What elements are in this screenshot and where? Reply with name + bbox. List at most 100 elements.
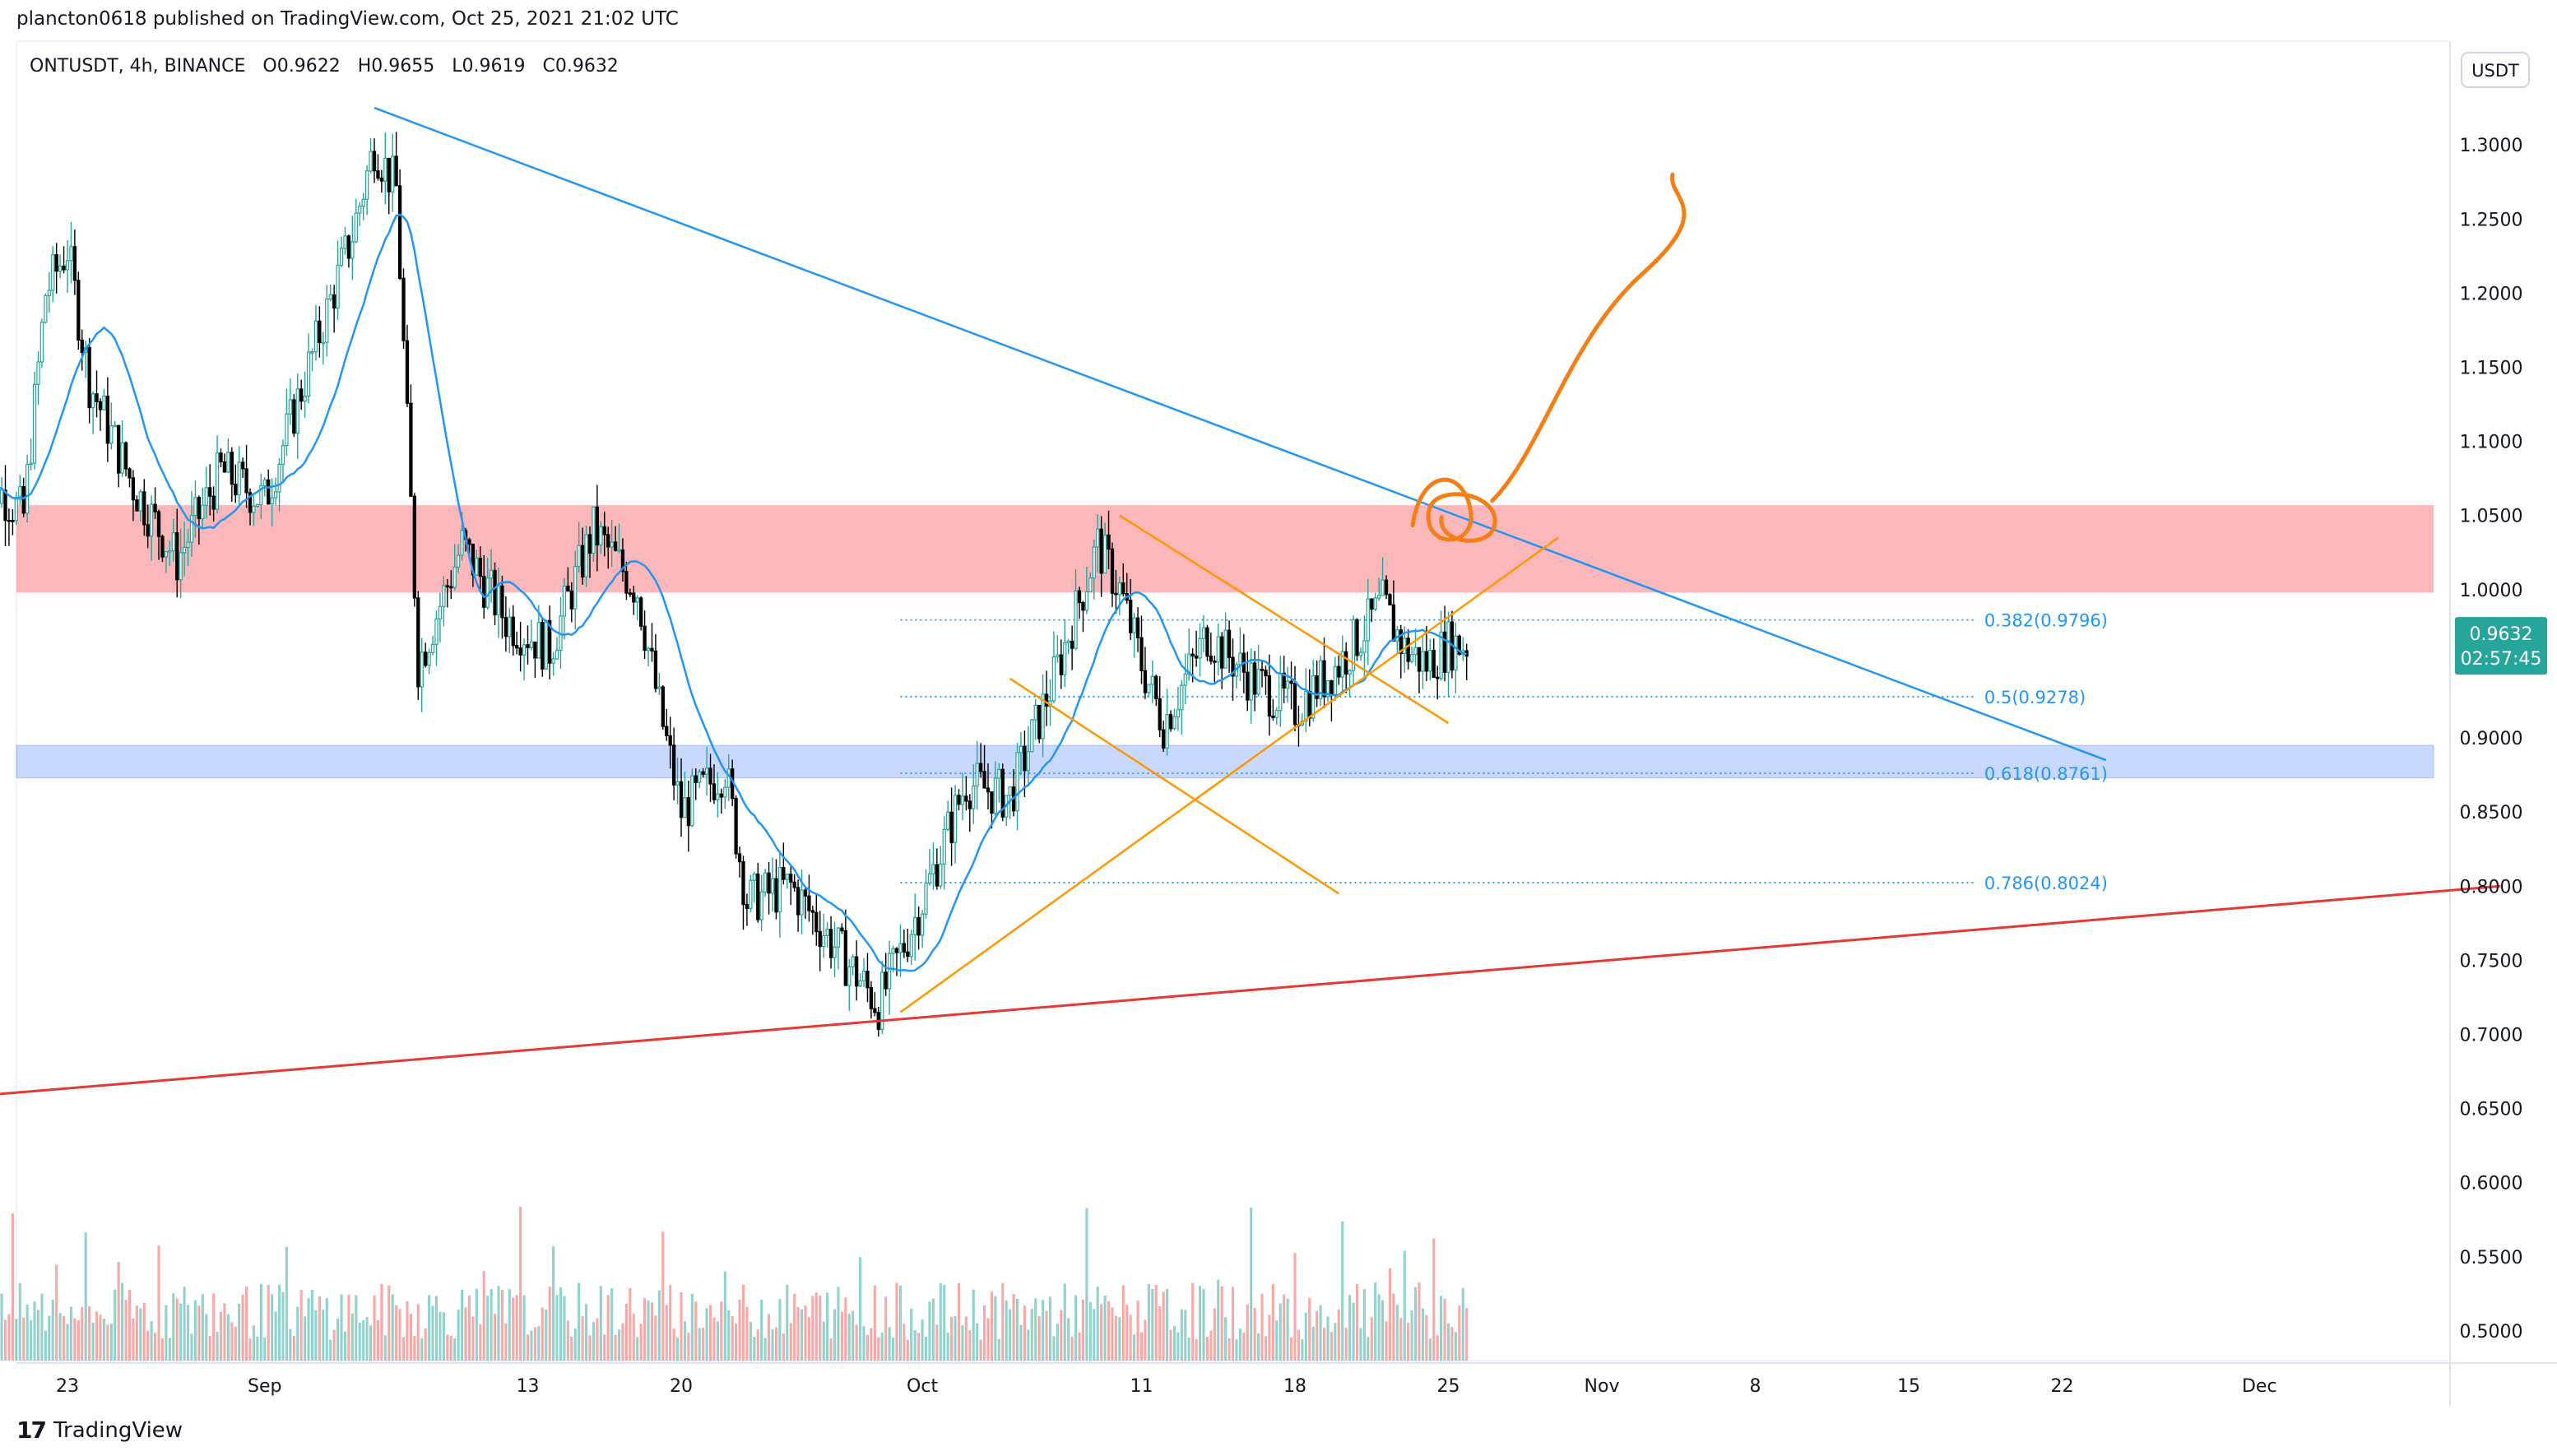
breakout-circle[interactable]: [1410, 477, 1497, 543]
volume-bar: [614, 1334, 617, 1361]
volume-bar: [365, 1317, 369, 1361]
candle-body: [456, 554, 461, 568]
candle-body: [580, 545, 585, 577]
candle-body: [836, 927, 841, 948]
volume-bar: [1264, 1336, 1268, 1361]
candle-body: [997, 768, 1001, 779]
volume-bar: [234, 1326, 237, 1361]
volume-bar: [708, 1305, 712, 1361]
currency-box[interactable]: USDT: [2461, 52, 2530, 88]
tradingview-logo[interactable]: 17 TradingView: [16, 1417, 183, 1444]
projection-arrow[interactable]: [1490, 172, 1687, 503]
candle-body: [449, 586, 453, 589]
candle-body: [1325, 679, 1330, 698]
volume-bar: [723, 1271, 726, 1361]
volume-bar: [1286, 1298, 1289, 1361]
descending-trendline[interactable]: [374, 106, 2107, 762]
volume-bar: [434, 1296, 439, 1361]
candle-body: [1205, 627, 1209, 657]
candle-body: [197, 497, 202, 520]
candle-body: [536, 622, 541, 659]
candle-body: [785, 874, 789, 880]
volume-bar: [683, 1321, 686, 1361]
candle-body: [1249, 662, 1253, 701]
candle-body: [1304, 690, 1308, 722]
volume-bar: [395, 1305, 398, 1361]
volume-bar: [1381, 1300, 1385, 1361]
candle-body: [26, 463, 30, 514]
candle-body: [518, 647, 522, 656]
candle-body: [1289, 680, 1293, 684]
volume-bar: [844, 1297, 847, 1361]
volume-bar: [763, 1338, 767, 1361]
candle-body: [789, 874, 793, 883]
candle-body: [277, 463, 281, 493]
candle-body: [646, 647, 651, 651]
ascending-support-line[interactable]: [0, 884, 2501, 1101]
time-tick-label: Nov: [1585, 1376, 1620, 1397]
candle-body: [259, 485, 263, 505]
volume-bar: [702, 1328, 705, 1361]
volume-bar: [1388, 1268, 1392, 1361]
volume-bar: [753, 1336, 756, 1361]
volume-bar: [943, 1284, 946, 1361]
candle-body: [65, 260, 70, 271]
volume-bar: [1015, 1298, 1019, 1361]
volume-bar: [954, 1316, 957, 1361]
volume-bar: [804, 1305, 807, 1361]
candle-body: [478, 558, 482, 577]
candle-body: [482, 575, 486, 608]
candle-body: [935, 864, 939, 887]
volume-bar: [292, 1336, 295, 1361]
wedge-lower-line[interactable]: [1009, 677, 1339, 895]
volume-bar: [1253, 1307, 1256, 1361]
volume-bar: [859, 1257, 862, 1361]
volume-bar: [117, 1262, 120, 1361]
volume-bar: [3, 1319, 7, 1361]
volume-bar: [1009, 1309, 1012, 1361]
wedge-top-line[interactable]: [899, 536, 1559, 1013]
candle-body: [1409, 654, 1414, 662]
candle-body: [913, 916, 917, 935]
volume-bar: [439, 1311, 442, 1361]
volume-bar: [77, 1319, 80, 1361]
price-tick-label: 1.1000: [2460, 433, 2523, 453]
volume-bar: [1136, 1301, 1139, 1361]
candle-body: [1337, 665, 1341, 678]
volume-bar: [884, 1296, 888, 1361]
volume-bar: [997, 1338, 1000, 1361]
candle-body: [0, 489, 4, 504]
time-tick-label: Sep: [248, 1376, 281, 1397]
price-tick-label: 1.2000: [2460, 284, 2523, 304]
candle-body: [292, 399, 296, 434]
candle-body: [252, 505, 256, 513]
candle-body: [683, 797, 687, 818]
candle-body: [843, 930, 847, 986]
volume-bar: [160, 1338, 165, 1361]
volume-bar: [304, 1316, 307, 1361]
candle-body: [405, 340, 410, 404]
volume-bar: [457, 1310, 460, 1361]
volume-bar: [325, 1298, 328, 1361]
volume-bar: [490, 1289, 493, 1361]
candle-body: [372, 151, 377, 172]
volume-bar: [1250, 1208, 1253, 1361]
candle-body: [39, 322, 44, 363]
volume-bar: [578, 1282, 581, 1361]
candle-body: [1172, 716, 1176, 730]
candle-body: [7, 519, 12, 522]
volume-bar: [1078, 1332, 1081, 1361]
candle-body: [807, 895, 811, 911]
volume-bar: [1169, 1329, 1172, 1361]
price-tick-label: 1.0000: [2460, 581, 2523, 601]
volume-bar: [768, 1314, 771, 1361]
wedge-upper-line[interactable]: [1119, 514, 1450, 725]
candle-body: [854, 956, 859, 987]
candle-body: [599, 526, 603, 546]
time-tick-label: 20: [670, 1376, 693, 1397]
fib-level-label: 0.786(0.8024): [1984, 874, 2108, 893]
candle-body: [1096, 528, 1100, 548]
volume-bar: [1088, 1301, 1092, 1361]
candle-body: [105, 395, 109, 444]
